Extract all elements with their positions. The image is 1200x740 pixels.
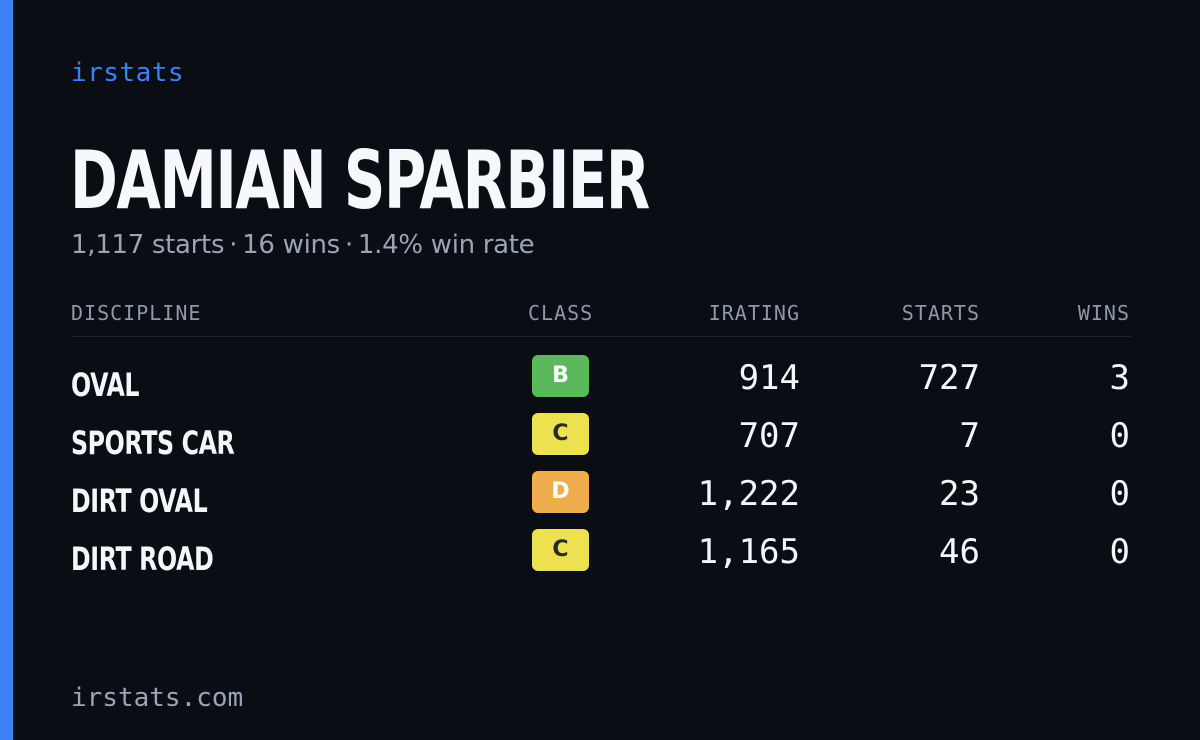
table-row: SPORTS CAR C 707 7 0 (71, 411, 1131, 469)
discipline-stats-table: DISCIPLINE CLASS IRATING STARTS WINS OVA… (71, 296, 1131, 585)
irating-value: 914 (738, 358, 800, 398)
brand-logo: irstats (71, 58, 185, 88)
summary-separator: · (344, 230, 353, 260)
career-summary: 1,117 starts · 16 wins · 1.4% win rate (71, 228, 535, 262)
discipline-name: DIRT ROAD (71, 540, 214, 578)
table-row: DIRT OVAL D 1,222 23 0 (71, 469, 1131, 527)
total-starts: 1,117 starts (71, 230, 225, 260)
discipline-name: SPORTS CAR (71, 424, 235, 462)
class-cell: D (532, 471, 589, 513)
table-header: DISCIPLINE CLASS IRATING STARTS WINS (71, 296, 1131, 337)
discipline-name: OVAL (71, 366, 140, 404)
license-class-badge: B (532, 355, 589, 397)
wins-value: 3 (1109, 358, 1130, 398)
wins-value: 0 (1109, 532, 1130, 572)
license-class-badge: C (532, 529, 589, 571)
table-row: DIRT ROAD C 1,165 46 0 (71, 527, 1131, 585)
starts-value: 46 (939, 532, 980, 572)
table-body: OVAL B 914 727 3 SPORTS CAR C 707 7 0 DI… (71, 337, 1131, 585)
win-rate: 1.4% win rate (357, 230, 535, 260)
summary-separator: · (229, 230, 238, 260)
driver-name: DAMIAN SPARBIER (70, 134, 650, 227)
header-wins: WINS (1077, 301, 1130, 325)
starts-value: 7 (959, 416, 980, 456)
header-irating: IRATING (708, 301, 800, 325)
starts-value: 23 (939, 474, 980, 514)
starts-value: 727 (918, 358, 980, 398)
wins-value: 0 (1109, 474, 1130, 514)
table-row: OVAL B 914 727 3 (71, 353, 1131, 411)
license-class-badge: C (532, 413, 589, 455)
footer-site-link[interactable]: irstats.com (71, 683, 244, 713)
class-cell: B (532, 355, 589, 397)
header-starts: STARTS (901, 301, 980, 325)
irating-value: 1,165 (697, 532, 800, 572)
total-wins: 16 wins (242, 230, 340, 260)
discipline-name: DIRT OVAL (71, 482, 208, 520)
license-class-badge: D (532, 471, 589, 513)
header-discipline: DISCIPLINE (71, 301, 202, 325)
wins-value: 0 (1109, 416, 1130, 456)
irating-value: 1,222 (697, 474, 800, 514)
accent-bar (0, 0, 13, 740)
header-class: CLASS (528, 301, 594, 325)
class-cell: C (532, 529, 589, 571)
irating-value: 707 (738, 416, 800, 456)
class-cell: C (532, 413, 589, 455)
